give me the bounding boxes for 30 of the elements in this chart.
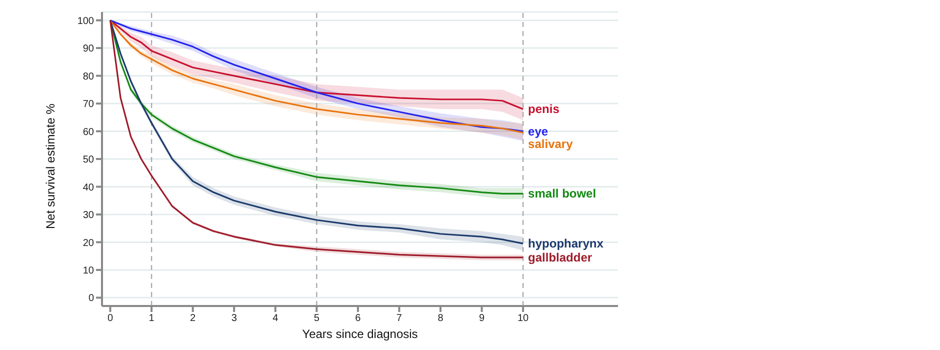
y-tick-label: 20	[82, 238, 94, 249]
x-axis-title: Years since diagnosis	[302, 327, 418, 341]
y-tick-label: 0	[88, 293, 94, 304]
y-tick-label: 100	[77, 16, 94, 27]
x-tick-label: 4	[272, 313, 279, 324]
series-label: eye	[528, 124, 548, 138]
x-tick-label: 3	[231, 313, 238, 324]
y-axis-title: Net survival estimate %	[43, 103, 58, 229]
series-label: salivary	[528, 137, 574, 152]
y-tick-label: 70	[82, 99, 94, 110]
x-tick-label: 10	[517, 313, 530, 324]
series-label: penis	[528, 102, 560, 116]
x-tick-label: 6	[355, 313, 362, 324]
y-tick-label: 90	[82, 44, 94, 55]
y-tick-label: 60	[82, 126, 94, 138]
y-tick-label: 10	[82, 265, 94, 276]
x-tick-label: 2	[190, 313, 196, 324]
x-tick-label: 1	[148, 313, 155, 324]
x-tick-label: 7	[396, 313, 402, 324]
y-tick-label: 50	[82, 154, 94, 166]
x-tick-label: 5	[314, 313, 320, 324]
x-tick-label: 9	[478, 313, 485, 324]
series-label: hypopharynx	[528, 236, 604, 251]
x-tick-label: 8	[438, 313, 444, 324]
series-label: small bowel	[528, 186, 596, 201]
x-tick-label: 0	[107, 313, 114, 324]
y-tick-label: 30	[82, 210, 94, 222]
y-tick-label: 80	[82, 71, 94, 82]
series-label: gallbladder	[528, 250, 592, 264]
y-tick-label: 40	[82, 182, 94, 194]
